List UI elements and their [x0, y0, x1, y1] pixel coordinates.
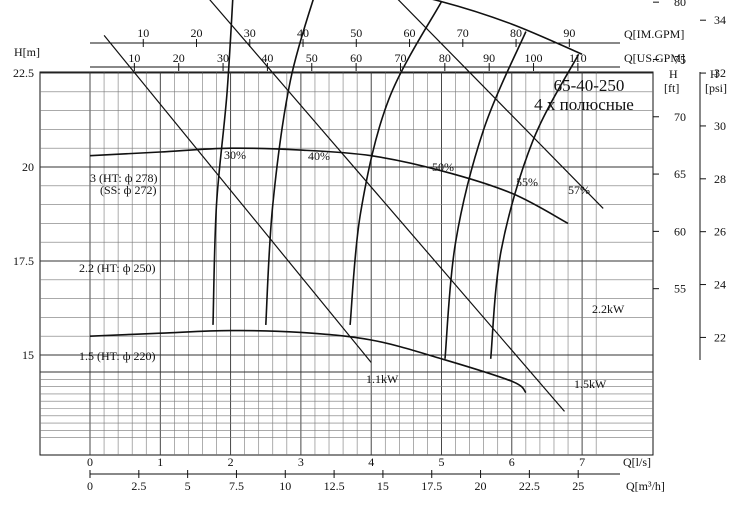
q-igpm-tick-label: 90	[563, 26, 575, 40]
q-usgpm-tick-label: 20	[173, 51, 185, 65]
marks: 1517.52022.52527.5300123456702.557.51012…	[13, 0, 726, 493]
h-psi-tick-label: 30	[714, 119, 726, 133]
q-ls-tick-label: 5	[439, 455, 445, 469]
curve-label-220: 1.5 (HT: ф 220)	[79, 349, 156, 363]
head-curve-0	[432, 0, 583, 55]
axis-label-h-psi-2: [psi]	[705, 81, 727, 95]
q-usgpm-tick-label: 40	[261, 51, 273, 65]
q-usgpm-tick-label: 90	[483, 51, 495, 65]
efficiency-curve-3	[444, 31, 527, 359]
q-igpm-tick-label: 80	[510, 26, 522, 40]
h-ft-tick-label: 75	[674, 52, 686, 66]
axis-label-h-ft-2: [ft]	[664, 81, 679, 95]
efficiency-curve-0	[212, 0, 234, 325]
plot-frame	[39, 71, 654, 456]
axis-label-h-psi-1: H	[710, 67, 719, 81]
q-m3h-tick-label: 20	[475, 479, 487, 493]
q-m3h-tick-label: 25	[572, 479, 584, 493]
head-curve-1	[89, 147, 569, 225]
q-ls-tick-label: 4	[368, 455, 374, 469]
efficiency-curve-4	[489, 53, 580, 359]
power-label-1.1kw: 1.1kW	[366, 372, 399, 386]
q-ls-tick-label: 1	[157, 455, 163, 469]
q-igpm-tick-label: 50	[350, 26, 362, 40]
axis-label-q-ls: Q[l/s]	[623, 455, 651, 469]
q-m3h-tick-label: 22.5	[519, 479, 540, 493]
grid	[39, 71, 654, 456]
q-ls-tick-label: 3	[298, 455, 304, 469]
chart-subtitle: 4 х полюсные	[534, 95, 634, 114]
q-usgpm-tick-label: 100	[525, 51, 543, 65]
power-line-1	[209, 0, 565, 412]
axis-label-q-m3h: Q[m³/h]	[626, 479, 665, 493]
h-psi-tick-label: 32	[714, 66, 726, 80]
h-m-tick-label: 15	[22, 348, 34, 362]
q-usgpm-tick-label: 30	[217, 51, 229, 65]
q-ls-tick-label: 0	[87, 455, 93, 469]
axis-label-h-ft-1: H	[669, 67, 678, 81]
chart-title: 65-40-250	[554, 76, 625, 95]
efficiency-curve-1	[265, 0, 314, 325]
h-psi-tick-label: 22	[714, 330, 726, 344]
eff-label-40: 40%	[308, 149, 330, 163]
power-label-2.2kw: 2.2kW	[592, 302, 625, 316]
power-line-2	[397, 0, 604, 209]
curve-label-278: 3 (HT: ф 278)	[90, 171, 158, 185]
eff-label-57: 57%	[568, 183, 590, 197]
q-m3h-tick-label: 17.5	[421, 479, 442, 493]
h-psi-tick-label: 28	[714, 172, 726, 186]
h-ft-tick-label: 60	[674, 224, 686, 238]
h-psi-tick-label: 24	[714, 278, 726, 292]
eff-label-30: 30%	[224, 148, 246, 162]
q-m3h-tick-label: 2.5	[131, 479, 146, 493]
q-ls-tick-label: 6	[509, 455, 515, 469]
h-psi-tick-label: 34	[714, 13, 726, 27]
h-m-tick-label: 22.5	[13, 66, 34, 80]
q-usgpm-tick-label: 60	[350, 51, 362, 65]
h-ft-tick-label: 70	[674, 110, 686, 124]
q-ls-tick-label: 2	[228, 455, 234, 469]
eff-label-55: 55%	[516, 175, 538, 189]
efficiency-curve-2	[349, 1, 443, 325]
q-ls-tick-label: 7	[579, 455, 585, 469]
curve-label-272: (SS: ф 272)	[100, 183, 156, 197]
q-m3h-tick-label: 15	[377, 479, 389, 493]
axis-label-us-gpm: Q[US.GPM]	[624, 51, 685, 65]
q-usgpm-tick-label: 50	[306, 51, 318, 65]
h-ft-tick-label: 80	[674, 0, 686, 9]
q-igpm-tick-label: 60	[404, 26, 416, 40]
q-usgpm-tick-label: 10	[128, 51, 140, 65]
q-igpm-tick-label: 10	[137, 26, 149, 40]
q-igpm-tick-label: 70	[457, 26, 469, 40]
q-usgpm-tick-label: 70	[394, 51, 406, 65]
q-usgpm-tick-label: 110	[569, 51, 587, 65]
q-m3h-tick-label: 10	[279, 479, 291, 493]
curve-label-250: 2.2 (HT: ф 250)	[79, 261, 156, 275]
q-igpm-tick-label: 20	[191, 26, 203, 40]
axis-label-im-gpm: Q[IM.GPM]	[624, 27, 684, 41]
power-line-0	[103, 35, 372, 363]
h-m-tick-label: 20	[22, 160, 34, 174]
q-igpm-tick-label: 30	[244, 26, 256, 40]
h-ft-tick-label: 65	[674, 167, 686, 181]
q-m3h-tick-label: 5	[185, 479, 191, 493]
h-m-tick-label: 17.5	[13, 254, 34, 268]
q-m3h-tick-label: 7.5	[229, 479, 244, 493]
head-curve-2	[89, 329, 527, 394]
power-label-1.5kw: 1.5kW	[574, 377, 607, 391]
h-psi-tick-label: 26	[714, 225, 726, 239]
q-m3h-tick-label: 12.5	[324, 479, 345, 493]
q-usgpm-tick-label: 80	[439, 51, 451, 65]
axis-label-h-m: H[m]	[14, 45, 40, 59]
q-m3h-tick-label: 0	[87, 479, 93, 493]
h-ft-tick-label: 55	[674, 282, 686, 296]
